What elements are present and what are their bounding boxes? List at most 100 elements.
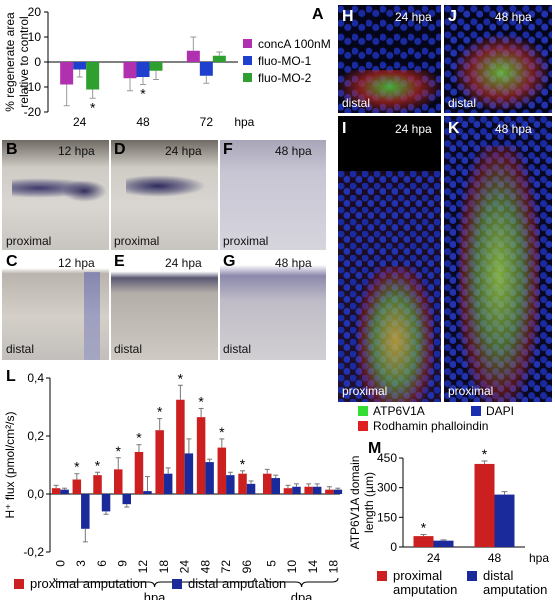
fluor-image-h [338,5,441,113]
legend-swatch [172,579,182,589]
legend-swatch [358,406,368,416]
x-tick-label: 18 [157,560,171,574]
region-label: distal [114,342,143,356]
ish-image-d [111,140,218,250]
x-tick-label: 24 [427,551,441,565]
x-unit: hpa [234,115,254,129]
legend-item-fluo-mo-1: fluo-MO-1 [243,52,331,69]
legend-label: DAPI [486,404,515,418]
bar [143,491,152,494]
legend-item-conca: concA 100nM [243,35,331,52]
y-tick-label: 450 [377,451,397,465]
stain-stripe [84,272,100,360]
x-tick-label: 5 [265,560,279,567]
x-unit: hpa [529,551,549,565]
significance-star: * [136,430,142,446]
legend-swatch [467,571,477,581]
significance-star: * [74,459,80,475]
bar [199,62,213,76]
hpa-brace [53,577,256,588]
x-tick-label: 48 [488,551,502,565]
tissue-signal [358,266,433,402]
significance-star: * [421,520,427,536]
significance-star: * [140,86,146,102]
bar [246,483,256,494]
bar [292,486,301,494]
legend-label: Rodhamin phalloindin [373,419,489,433]
fluor-image-j [444,5,552,113]
bar [312,486,322,494]
x-tick-label: 3 [74,560,88,567]
legend-swatch [358,421,368,431]
x-tick-label: 18 [327,560,341,574]
y-axis-label-line: % regenerate area [3,12,17,112]
bar [101,494,111,512]
region-label: distal [342,96,371,110]
significance-star: * [116,443,122,459]
bar [155,430,164,494]
time-label: 48 hpa [275,256,312,270]
hpa-label: hpa [144,590,166,600]
legend-swatch [377,571,387,581]
x-tick-label: 72 [200,115,214,129]
y-tick-label: 0 [34,55,41,69]
legend-swatch [471,406,481,416]
significance-star: * [178,370,184,386]
legend-label: concA 100nM [258,36,331,51]
bar [271,478,280,494]
x-tick-label: 48 [136,115,150,129]
x-tick-label: 10 [285,560,299,574]
bar [60,489,69,494]
bar [212,55,226,62]
legend-label: proximal amputation [393,568,457,597]
time-label: 12 hpa [58,144,95,158]
bar [163,473,173,494]
significance-star: * [482,446,488,462]
fluor-image-k [444,116,552,402]
bar [474,463,495,547]
panel-letter-j: J [448,8,457,25]
legend-swatch [243,39,252,48]
legend-swatch [14,579,24,589]
bar [93,475,102,494]
bar [60,62,74,85]
panel-l-chart: 0,40,20,0-0,20*3*6*9*12*18*24*48*72*96 5 1… [3,370,343,600]
y-axis-label: H⁺ flux (pmol/cm²/s) [3,411,17,518]
bar [176,399,185,494]
panel-letter-d: D [114,141,126,158]
y-tick-label: 20 [28,5,42,19]
bar [149,62,163,71]
significance-star: * [198,393,204,409]
y-axis-label-line: length (µm) [362,472,376,533]
legend-label: fluo-MO-1 [258,53,312,68]
panel-letter-m: M [368,440,382,457]
y-tick-label: 0 [390,540,397,554]
region-label: proximal [6,234,52,248]
legend-label: distal amputation [483,568,547,597]
x-tick-label: 0 [53,560,67,567]
legend-swatch [243,56,252,65]
time-label: 48 hpa [495,122,532,136]
time-label: 48 hpa [275,144,312,158]
region-label: proximal [342,384,388,398]
y-tick-label: -20 [24,105,42,119]
time-label: 12 hpa [58,256,95,270]
stain-blob [62,180,107,202]
bar [184,453,194,494]
panel-letter-l: L [6,368,16,385]
bar [86,62,100,90]
ish-image-b [2,140,109,250]
y-axis-label-line: ATP6V1A domain [348,456,362,550]
panel-letter-g: G [223,253,236,270]
bar [51,488,61,494]
bar [263,473,272,494]
bar [114,469,123,494]
bar [333,489,343,494]
legend-label: proximal amputation [30,576,147,591]
x-tick-label: 96 [240,560,254,574]
y-tick-label: 10 [28,30,42,44]
x-tick-label: 72 [219,560,233,574]
x-tick-label: 12 [136,560,150,574]
y-tick-label: 0,0 [27,487,44,501]
bar [226,475,235,494]
